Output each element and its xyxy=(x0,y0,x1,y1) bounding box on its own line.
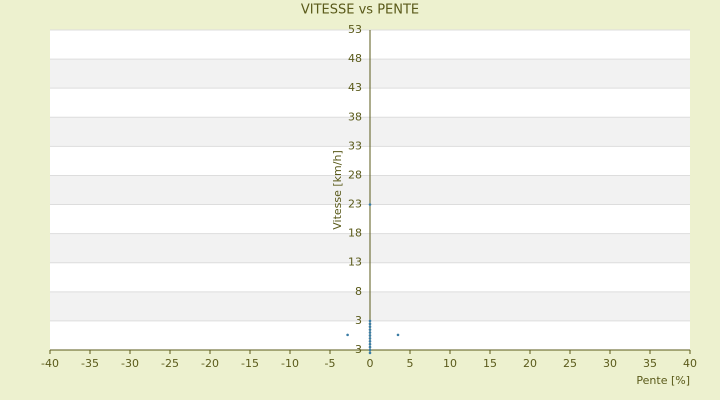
point xyxy=(368,203,372,206)
y-axis-label: Vitesse [km/h] xyxy=(331,150,344,230)
y-tick-label: 28 xyxy=(348,168,362,181)
x-tick-label: 35 xyxy=(643,357,657,370)
y-tick-label: 13 xyxy=(348,256,362,269)
x-tick-label: -20 xyxy=(201,357,219,370)
x-tick-label: 0 xyxy=(367,357,374,370)
x-tick-label: 30 xyxy=(603,357,617,370)
y-tick-label: 33 xyxy=(348,139,362,152)
y-tick-label: 3 xyxy=(355,314,362,327)
y-tick-label: 53 xyxy=(348,23,362,36)
x-tick-label: 20 xyxy=(523,357,537,370)
x-tick-label: 25 xyxy=(563,357,577,370)
x-tick-label: -30 xyxy=(121,357,139,370)
chart-title: VITESSE vs PENTE xyxy=(301,3,419,18)
x-tick-label: -40 xyxy=(41,357,59,370)
x-tick-label: 15 xyxy=(483,357,497,370)
point xyxy=(368,319,372,323)
point xyxy=(346,333,349,337)
y-tick-label: 8 xyxy=(355,285,362,298)
point xyxy=(368,339,372,343)
point xyxy=(368,337,372,340)
point xyxy=(396,333,400,337)
y-tick-label: 18 xyxy=(348,227,362,240)
point xyxy=(368,351,372,355)
y-tick-label: 23 xyxy=(348,198,362,211)
x-tick-label: -25 xyxy=(161,357,179,370)
x-tick-label: -10 xyxy=(281,357,299,370)
point xyxy=(368,331,372,334)
x-tick-label: 40 xyxy=(683,357,697,370)
y-tick-label: 48 xyxy=(348,52,362,65)
x-tick-label: -35 xyxy=(81,357,99,370)
x-tick-label: -15 xyxy=(241,357,259,370)
x-tick-label: 10 xyxy=(443,357,457,370)
point xyxy=(368,348,372,352)
y-tick-label: 43 xyxy=(348,81,362,94)
x-tick-label: -5 xyxy=(325,357,336,370)
point xyxy=(368,328,372,331)
x-axis-label: Pente [%] xyxy=(636,374,690,387)
point xyxy=(368,334,372,337)
y-tick-label: 38 xyxy=(348,110,362,123)
point xyxy=(368,345,372,349)
point xyxy=(368,325,372,329)
point xyxy=(368,322,372,326)
point xyxy=(368,342,372,346)
x-tick-label: 5 xyxy=(407,357,414,370)
